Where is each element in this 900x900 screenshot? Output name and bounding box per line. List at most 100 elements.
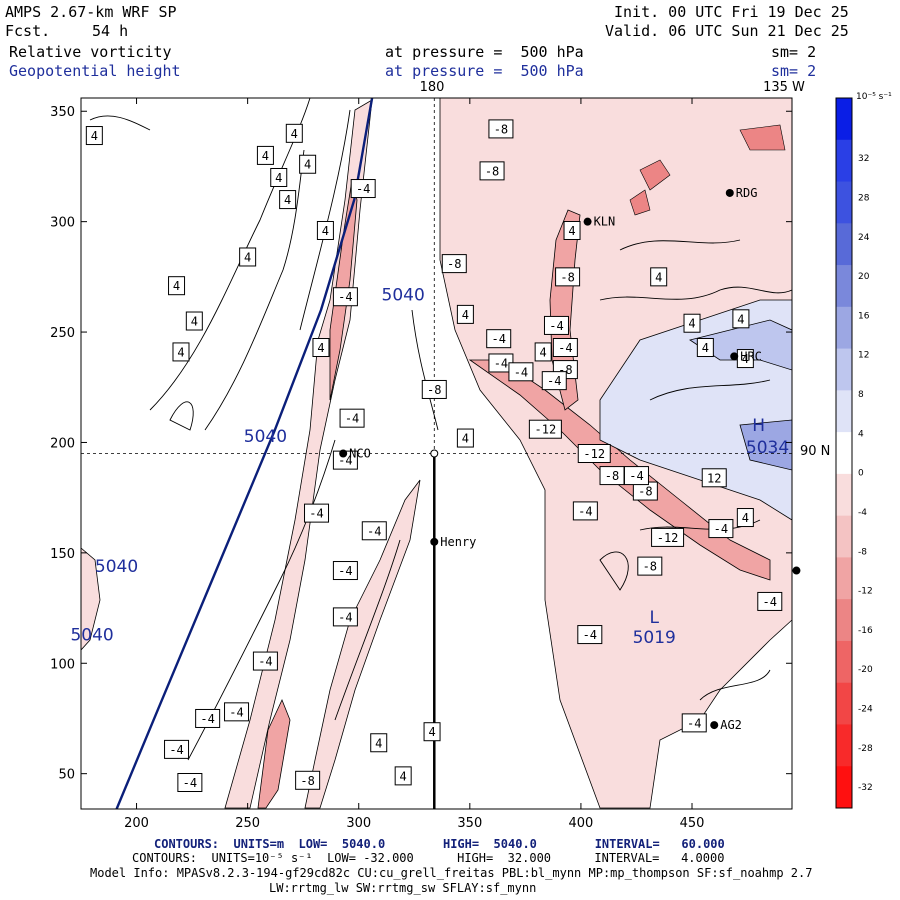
forecast-hours: 54 h (92, 22, 129, 40)
colorbar-tick: 12 (858, 351, 869, 361)
vorticity-label-text: -8 (560, 270, 574, 284)
height-label: 5034 (746, 438, 789, 458)
colorbar-tick: 0 (858, 469, 864, 479)
x-tick-label: 250 (235, 816, 260, 831)
station-name: KLN (594, 215, 616, 229)
vorticity-label-box (637, 556, 663, 576)
vorticity-label-box (683, 313, 701, 333)
vorticity-label: 4 (172, 342, 190, 362)
vorticity-label-box (350, 179, 376, 199)
vorticity-label: 4 (736, 508, 754, 528)
vorticity-label-text: -8 (300, 774, 314, 788)
station-dot (583, 217, 592, 226)
vorticity-label-text: -4 (491, 332, 505, 346)
vorticity-label-text: -8 (605, 469, 619, 483)
vorticity-label-box (736, 508, 754, 528)
station-name: RDG (736, 186, 758, 200)
colorbar-tick: -24 (858, 705, 873, 715)
valid-time: Valid. 06 UTC Sun 21 Dec 25 (605, 22, 849, 40)
vorticity-label: 4 (85, 126, 103, 146)
east-positive-core (739, 419, 792, 471)
vorticity-label: 4 (456, 428, 474, 448)
vorticity-label-box (224, 702, 250, 722)
vorticity-label-box (486, 329, 512, 349)
vorticity-label-text: -8 (447, 257, 461, 271)
vorticity-label-text: -12 (535, 423, 557, 437)
top-lon-180-label: 180 (420, 80, 445, 95)
vorticity-label-text: 4 (540, 345, 547, 359)
vorticity-label-box (285, 123, 303, 143)
vorticity-label-box (295, 770, 321, 790)
station-name: NCO (349, 447, 371, 461)
vorticity-label: -8 (488, 119, 514, 139)
colorbar-swatch (836, 265, 852, 308)
vorticity-label: -4 (332, 287, 358, 307)
vorticity-label: -8 (479, 161, 505, 181)
vorticity-label-box (623, 466, 649, 486)
vorticity-label-box (563, 220, 581, 240)
field1-smoothing: sm= 2 (771, 43, 817, 61)
vorticity-label-text: 4 (317, 341, 324, 355)
vorticity-label-box (577, 444, 611, 463)
station-name: AG2 (720, 718, 742, 732)
colorbar-swatch (836, 599, 852, 642)
vorticity-label-box (312, 338, 330, 358)
western-band-inner (257, 179, 358, 809)
vorticity-label-text: -4 (549, 319, 563, 333)
vorticity-label-text: -4 (367, 524, 381, 538)
vorticity-label: -8 (295, 770, 321, 790)
vorticity-label-text: 4 (191, 315, 198, 329)
model-title: AMPS 2.67-km WRF SP (5, 3, 177, 21)
height-label: 5019 (633, 628, 676, 648)
colorbar-tick: 24 (858, 233, 870, 243)
vorticity-label-text: 4 (322, 224, 329, 238)
vorticity-label-text: 4 (428, 725, 435, 739)
height-label: 5040 (70, 626, 113, 646)
init-time: Init. 00 UTC Fri 19 Dec 25 (614, 3, 849, 21)
vorticity-label-text: 4 (275, 171, 282, 185)
colorbar-tick: -28 (858, 744, 873, 754)
contour-line (89, 115, 151, 131)
station-dot (430, 537, 439, 546)
axes: 200 250 300 350 400 450 50 100 150 200 250 300 350 (50, 98, 792, 831)
colorbar-swatch (836, 724, 852, 767)
west-edge-shading (81, 547, 101, 651)
colorbar-swatch (836, 640, 852, 684)
vorticity-label-box (332, 607, 358, 627)
footer-model-info-cont: LW:rrtmg_lw SW:rrtmg_sw SFLAY:sf_mynn (269, 881, 537, 895)
vorticity-label-box (572, 501, 598, 521)
vorticity-label-box (757, 591, 783, 611)
vorticity-label-text: -8 (427, 383, 441, 397)
vorticity-label-box (650, 267, 668, 287)
vorticity-label-text: 4 (173, 279, 180, 293)
colorbar-swatch (836, 98, 852, 141)
vorticity-label: 4 (683, 313, 701, 333)
south-band-outer (304, 479, 421, 809)
vorticity-label: 4 (279, 190, 297, 210)
vorticity-label-text: -4 (338, 564, 352, 578)
western-band-outer (224, 99, 373, 809)
colorbar-unit: 10⁻⁵ s⁻¹ (856, 92, 892, 102)
vorticity-label-text: 4 (304, 158, 311, 172)
vorticity-label: 4 (312, 338, 330, 358)
vorticity-label: 4 (285, 123, 303, 143)
colorbar-tick: -4 (858, 508, 867, 518)
vorticity-label: -8 (637, 556, 663, 576)
vorticity-label-text: 4 (177, 345, 184, 359)
vorticity-label-box (256, 145, 274, 165)
top-right-lon-label: 135 W (763, 80, 805, 95)
vorticity-label-text: 4 (375, 736, 382, 750)
vorticity-label-text: 4 (91, 129, 98, 143)
vorticity-label: -4 (623, 466, 649, 486)
vorticity-label: 4 (732, 309, 750, 329)
height-label: L (650, 608, 660, 628)
colorbar-tick: 16 (858, 311, 870, 321)
vorticity-label: -4 (488, 353, 514, 373)
vorticity-label-box (270, 167, 288, 187)
vorticity-label: -4 (304, 503, 330, 523)
contour-line (599, 551, 629, 591)
vorticity-label-box (488, 119, 514, 139)
vorticity-label: -8 (599, 466, 625, 486)
colorbar-tick: -32 (858, 783, 873, 793)
